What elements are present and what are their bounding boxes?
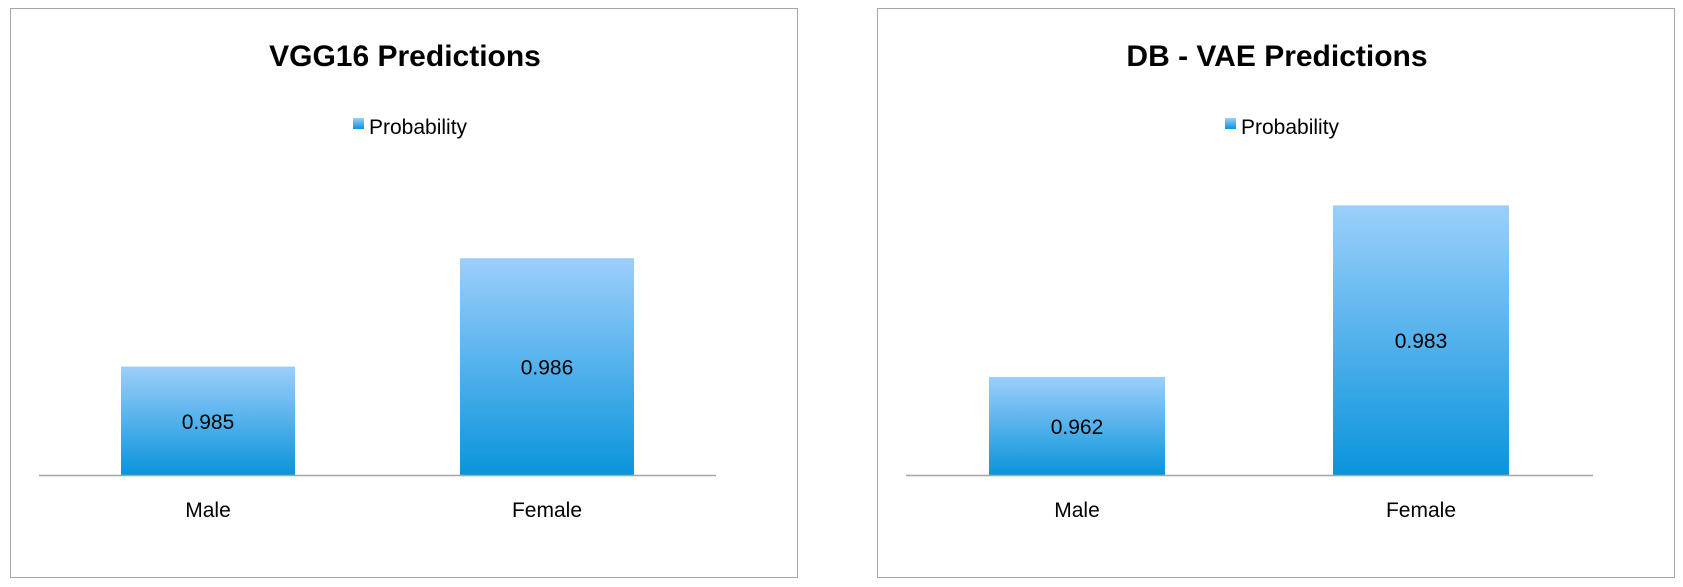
dbvae-data-label-female: 0.983 <box>1395 330 1448 353</box>
vgg16-data-label-male: 0.985 <box>182 411 235 434</box>
vgg16-tick-label-female: Female <box>512 499 582 522</box>
dbvae-legend-label: Probability <box>1241 116 1340 139</box>
vgg16-bar-female <box>460 258 634 475</box>
vgg16-legend-swatch <box>353 118 364 129</box>
vgg16-bar-chart: VGG16 Predictions Probability 0.985 0.986 Ma… <box>39 40 716 522</box>
dbvae-data-label-male: 0.962 <box>1051 416 1104 439</box>
vgg16-bar-male <box>121 366 295 475</box>
dbvae-bar-chart: DB - VAE Predictions Probability 0.962 0.98… <box>906 40 1593 522</box>
chart-panel-vgg16: VGG16 Predictions Probability 0.985 0.986 Ma… <box>10 8 798 578</box>
dbvae-bar-female <box>1333 205 1509 476</box>
dbvae-chart-title: DB - VAE Predictions <box>1126 40 1427 73</box>
dbvae-bar-male <box>989 376 1165 475</box>
dbvae-legend-swatch <box>1225 118 1236 129</box>
vgg16-chart-title: VGG16 Predictions <box>269 40 541 73</box>
vgg16-tick-label-male: Male <box>185 499 231 522</box>
vgg16-data-label-female: 0.986 <box>521 357 574 380</box>
dbvae-tick-label-female: Female <box>1386 499 1456 522</box>
vgg16-legend-label: Probability <box>369 116 468 139</box>
chart-panel-dbvae: DB - VAE Predictions Probability 0.962 0.98… <box>877 8 1675 578</box>
dbvae-tick-label-male: Male <box>1054 499 1100 522</box>
